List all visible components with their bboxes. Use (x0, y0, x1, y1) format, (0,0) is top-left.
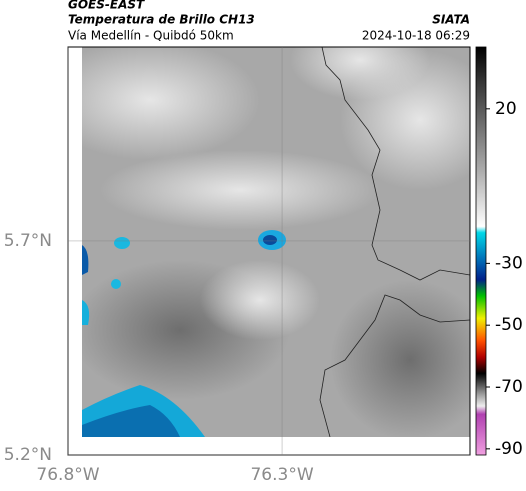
colorbar (475, 46, 487, 456)
subtitle: Temperatura de Brillo CH13 (68, 13, 255, 27)
colorbar-tick-label: 20 (495, 99, 517, 119)
colorbar-tick-label: -50 (495, 315, 523, 335)
colorbar-tick-label: -30 (495, 253, 523, 273)
y-tick-label: 5.7°N (4, 231, 52, 251)
y-tick-label: 5.2°N (4, 445, 52, 465)
x-tick-label: 76.8°W (36, 465, 99, 485)
satellite-image (82, 47, 470, 437)
source: SIATA (432, 13, 470, 27)
region: Vía Medellín - Quibdó 50km (68, 29, 234, 43)
x-tick-label: 76.3°W (250, 465, 313, 485)
title: GOES-EAST (68, 0, 145, 12)
colorbar-tick-label: -70 (495, 377, 523, 397)
colorbar-tick-label: -90 (495, 439, 523, 459)
timestamp: 2024-10-18 06:29 (362, 29, 470, 43)
